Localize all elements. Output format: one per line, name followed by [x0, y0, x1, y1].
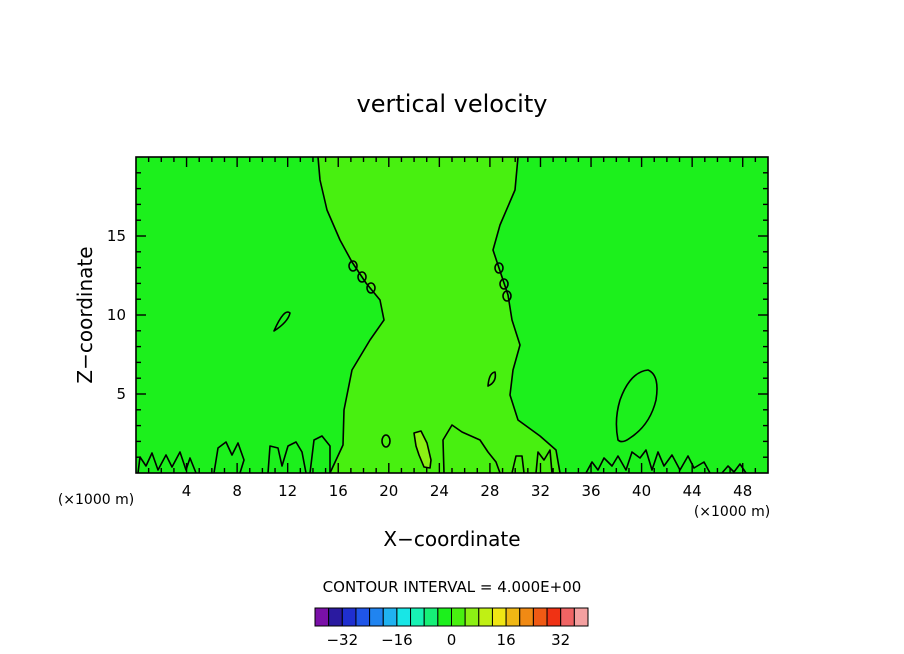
- contour-line: [413, 430, 432, 469]
- contour-line: [492, 156, 561, 474]
- x-tick-label: 8: [232, 482, 242, 500]
- colorbar-swatch: [546, 607, 562, 627]
- contour-line: [535, 449, 553, 474]
- contour-interval-label: CONTOUR INTERVAL = 4.000E+00: [323, 578, 582, 596]
- contour-line: [442, 424, 501, 474]
- contour-line: [381, 434, 391, 448]
- updraft-peak-region: [414, 431, 431, 468]
- colorbar-tick-label: 16: [497, 631, 516, 649]
- plot-area: [135, 156, 769, 474]
- x-tick-label: 44: [683, 482, 702, 500]
- y-tick-label: 10: [107, 306, 126, 324]
- colorbar-labels: −32 −16 0 16 32: [326, 631, 570, 649]
- contour-line: [309, 435, 331, 474]
- x-unit-label-right: (×1000 m): [694, 504, 770, 520]
- x-ticks: 4 8 12 16 20 24 28 32 36 40 44 48: [147, 157, 757, 500]
- contour-line: [348, 260, 358, 272]
- colorbar-swatch: [519, 607, 534, 627]
- x-tick-label: 48: [733, 482, 752, 500]
- colorbar-swatch: [314, 607, 330, 627]
- colorbar-swatch: [437, 607, 453, 627]
- y-tick-label: 5: [116, 385, 126, 403]
- contour-line: [487, 371, 497, 387]
- contour-line: [502, 290, 512, 302]
- colorbar-swatch: [532, 607, 548, 627]
- x-tick-label: 20: [379, 482, 398, 500]
- colorbar-tick-label: −32: [326, 631, 358, 649]
- x-axis-label: X−coordinate: [383, 527, 520, 551]
- colorbar-swatch: [341, 607, 357, 627]
- colorbar-tick-label: 32: [551, 631, 570, 649]
- colorbar-swatch: [560, 607, 575, 627]
- x-tick-label: 40: [632, 482, 651, 500]
- x-tick-label: 36: [581, 482, 600, 500]
- colorbar-tick-label: 0: [447, 631, 457, 649]
- contour-line: [511, 455, 525, 474]
- x-tick-label: 4: [182, 482, 192, 500]
- contour-line: [499, 278, 509, 290]
- contour-line: [721, 463, 747, 474]
- updraft-core-region: [318, 157, 560, 473]
- x-tick-label: 28: [480, 482, 499, 500]
- colorbar-tick-label: −16: [381, 631, 413, 649]
- y-ticks: 5 10 15: [107, 172, 768, 458]
- x-tick-label: 16: [329, 482, 348, 500]
- x-unit-label-left: (×1000 m): [58, 492, 134, 508]
- colorbar-swatch: [396, 607, 412, 627]
- colorbar-swatch: [478, 607, 493, 627]
- contour-line: [317, 156, 385, 474]
- colorbar-swatch: [382, 607, 398, 627]
- chart-title: vertical velocity: [357, 90, 548, 118]
- contour-line: [213, 441, 245, 474]
- y-axis-label: Z−coordinate: [73, 246, 97, 383]
- contour-line: [357, 271, 367, 283]
- contour-lines: [137, 156, 747, 474]
- y-tick-label: 15: [107, 227, 126, 245]
- contour-line: [137, 451, 197, 474]
- colorbar-swatch: [410, 607, 425, 627]
- contour-line: [494, 262, 504, 274]
- x-tick-label: 12: [278, 482, 297, 500]
- colorbar-swatch: [328, 607, 343, 627]
- colorbar-swatch: [573, 607, 589, 627]
- colorbar-swatch: [355, 607, 371, 627]
- colorbar-swatch: [451, 607, 466, 627]
- contour-line: [615, 369, 658, 443]
- colorbar: [314, 607, 589, 627]
- colorbar-swatch: [491, 607, 507, 627]
- contour-line: [366, 282, 376, 294]
- contour-line: [273, 311, 291, 332]
- colorbar-swatch: [464, 607, 480, 627]
- colorbar-swatch: [423, 607, 439, 627]
- x-tick-label: 32: [531, 482, 550, 500]
- colorbar-swatch: [505, 607, 521, 627]
- colorbar-swatch: [369, 607, 384, 627]
- contour-line: [585, 449, 711, 474]
- x-tick-label: 24: [430, 482, 449, 500]
- contour-line: [267, 441, 307, 474]
